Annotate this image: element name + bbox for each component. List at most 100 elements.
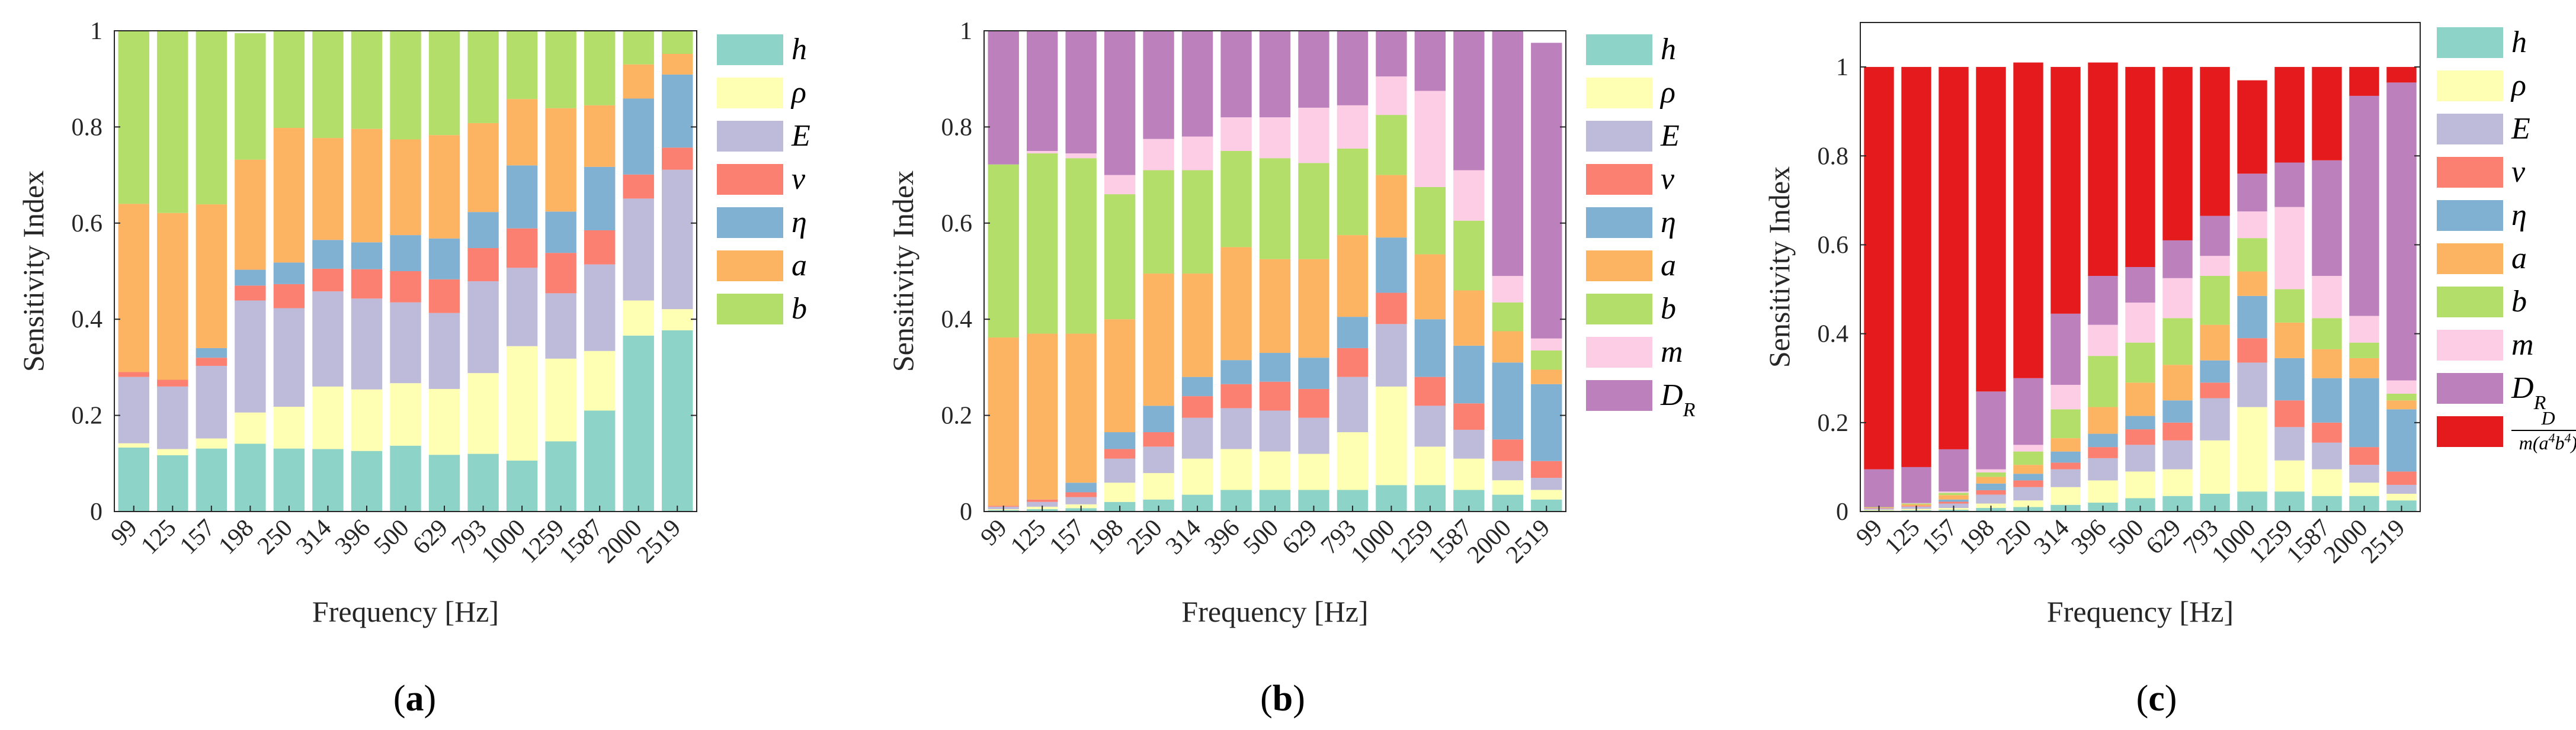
bar-a-500 <box>2125 382 2155 416</box>
svg-text:ν: ν <box>1661 162 1675 196</box>
bar-m-629 <box>2162 278 2193 319</box>
bar-m-396 <box>2088 324 2118 356</box>
bar-x-250 <box>1143 406 1174 433</box>
bar-e-125 <box>1027 501 1058 507</box>
x-tick-label-99: 99 <box>1851 514 1888 551</box>
bar-x-1587 <box>584 230 616 265</box>
bar-h-250 <box>273 448 305 512</box>
legend-swatch <box>1586 337 1652 368</box>
y-tick-label: 1 <box>960 18 972 45</box>
bar-x-1259 <box>1414 319 1446 377</box>
bar-e-1000 <box>2237 362 2267 407</box>
y-tick-label: 1 <box>90 18 102 45</box>
legend-item-x: ν <box>2437 155 2526 189</box>
legend-item-b: b <box>1586 292 1676 326</box>
bar-x-2000 <box>1492 362 1523 440</box>
bar-e-314 <box>2050 469 2081 487</box>
svg-text:E: E <box>791 119 810 153</box>
bar-x-99 <box>118 372 149 377</box>
legend-swatch <box>2437 287 2503 317</box>
bar-x-1259 <box>1414 446 1446 485</box>
bar-a-314 <box>1181 274 1213 377</box>
x-tick-label-629: 629 <box>408 514 453 560</box>
bar-h-2519 <box>662 330 693 512</box>
legend-item-d-m-a-4b-4: Dm(a4b4) <box>2437 407 2576 454</box>
bar-h-314 <box>312 449 344 512</box>
bar-e-2000 <box>1492 461 1523 481</box>
legend-item-x: ν <box>1586 162 1675 196</box>
bar-x-793 <box>2200 382 2230 398</box>
bar-a-2519 <box>662 53 693 75</box>
bar-x-250 <box>273 406 305 449</box>
bar-x-1259 <box>2274 358 2305 401</box>
x-tick-label-396: 396 <box>1200 514 1245 560</box>
bar-b-1587 <box>1453 220 1485 291</box>
bar-e-629 <box>2162 440 2193 469</box>
bar-x-1259 <box>545 211 576 253</box>
bar-x-314 <box>1181 377 1213 397</box>
bar-x-793 <box>467 373 499 454</box>
bar-x-314 <box>2050 462 2081 469</box>
bar-x-1000 <box>506 346 538 461</box>
bar-x-250 <box>273 284 305 308</box>
bar-d-r-1000 <box>2237 173 2267 212</box>
bar-x-2519 <box>1531 384 1562 461</box>
bar-e-1259 <box>1414 406 1446 447</box>
legend-item-a: a <box>2437 242 2527 275</box>
y-tick-label: 0.6 <box>72 210 103 237</box>
y-tick-label: 0.4 <box>941 306 973 333</box>
svg-text:D: D <box>2540 407 2555 429</box>
bar-x-793 <box>467 248 499 282</box>
bar-m-125 <box>1027 151 1058 154</box>
bar-x-250 <box>1143 473 1174 500</box>
bar-a-198 <box>1104 319 1136 433</box>
svg-text:b: b <box>1661 292 1676 326</box>
bar-b-2519 <box>662 31 693 54</box>
bar-x-1587 <box>584 350 616 411</box>
bar-x-1000 <box>1376 237 1407 293</box>
svg-text:ρ: ρ <box>790 76 806 110</box>
x-tick-label-314: 314 <box>1161 514 1206 560</box>
legend-swatch <box>2437 70 2503 101</box>
bar-d-r-2519 <box>1531 43 1562 339</box>
bar-b-314 <box>312 31 344 139</box>
bar-d-r-125 <box>1027 31 1058 151</box>
bar-e-793 <box>1337 377 1369 433</box>
legend-item-x: ρ <box>717 76 806 110</box>
bar-d-r-1259 <box>2274 162 2305 207</box>
bar-x-793 <box>467 212 499 249</box>
bar-m-1259 <box>2274 207 2305 290</box>
x-tick-label-250: 250 <box>252 514 298 560</box>
bar-m-314 <box>2050 384 2081 410</box>
bar-x-1259 <box>2274 460 2305 492</box>
bar-x-314 <box>1181 396 1213 418</box>
y-tick-label: 0 <box>1836 499 1848 526</box>
x-tick-label-157: 157 <box>1917 514 1962 560</box>
bar-d-r-314 <box>1181 31 1213 137</box>
bar-a-629 <box>1298 259 1329 358</box>
bar-e-1000 <box>506 268 538 346</box>
bar-m-629 <box>1298 107 1329 163</box>
bar-a-1259 <box>2274 322 2305 358</box>
bar-d-r-1000 <box>1376 31 1407 77</box>
svg-text:E: E <box>1660 119 1680 153</box>
bar-b-500 <box>2125 342 2155 383</box>
bar-x-1259 <box>1414 377 1446 406</box>
bar-d-m-a-4b-4-793 <box>2200 67 2230 216</box>
legend-item-x: η <box>717 205 807 239</box>
bar-b-125 <box>1027 153 1058 334</box>
bar-d-r-396 <box>1220 31 1252 118</box>
bar-x-2000 <box>1492 439 1523 461</box>
bar-b-2519 <box>1531 350 1562 370</box>
bar-x-1000 <box>1376 386 1407 485</box>
bar-b-2000 <box>2349 342 2379 358</box>
bar-a-99 <box>988 337 1019 506</box>
bar-x-500 <box>390 235 421 271</box>
legend-swatch <box>717 121 783 152</box>
bar-h-1000 <box>506 460 538 512</box>
legend-swatch <box>717 294 783 324</box>
bar-a-1000 <box>1376 175 1407 238</box>
bar-x-396 <box>1220 449 1252 490</box>
bar-b-1259 <box>2274 289 2305 323</box>
